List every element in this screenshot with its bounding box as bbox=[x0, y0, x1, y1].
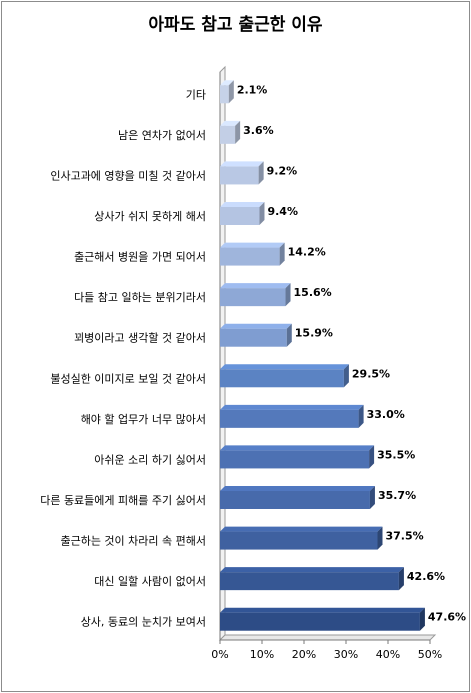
bar-top-face bbox=[220, 80, 234, 86]
bar-front-face bbox=[220, 85, 229, 104]
value-label: 9.2% bbox=[267, 164, 298, 177]
value-label: 29.5% bbox=[352, 367, 390, 380]
bar-end-face bbox=[369, 445, 375, 469]
bar-front-face bbox=[220, 328, 287, 347]
category-label: 상사, 동료의 눈치가 보여서 bbox=[81, 616, 206, 629]
bar-top-face bbox=[220, 445, 375, 451]
value-label: 14.2% bbox=[288, 246, 326, 259]
bar bbox=[220, 526, 383, 550]
bar-front-face bbox=[220, 531, 378, 550]
category-label: 남은 연차가 없어서 bbox=[118, 129, 206, 142]
bar-top-face bbox=[220, 567, 404, 573]
bar-top-face bbox=[220, 486, 375, 491]
bar-end-face bbox=[285, 283, 291, 307]
bar bbox=[220, 404, 364, 428]
chart-axes bbox=[218, 65, 437, 644]
category-label: 다들 참고 일하는 분위기라서 bbox=[74, 290, 206, 304]
bar-front-face bbox=[220, 491, 370, 509]
value-label: 3.6% bbox=[243, 124, 274, 137]
category-label: 대신 일할 사람이 없어서 bbox=[94, 574, 206, 588]
bar-end-face bbox=[343, 364, 349, 388]
bar-top-face bbox=[220, 364, 349, 370]
bar bbox=[220, 607, 425, 631]
bar bbox=[220, 486, 375, 509]
value-label: 9.4% bbox=[267, 205, 298, 218]
category-label: 상사가 쉬지 못하게 해서 bbox=[94, 209, 206, 223]
bar-group bbox=[220, 80, 425, 631]
value-label: 15.9% bbox=[295, 327, 333, 340]
bar-front-face bbox=[220, 166, 259, 185]
x-tick-label: 10% bbox=[250, 648, 274, 661]
category-label: 아쉬운 소리 하기 싫어서 bbox=[94, 452, 206, 466]
bar-end-face bbox=[369, 486, 375, 509]
value-label: 42.6% bbox=[407, 570, 445, 583]
bar-front-face bbox=[220, 247, 280, 266]
bar bbox=[220, 242, 285, 266]
value-label: 15.6% bbox=[294, 286, 332, 299]
bar-end-face bbox=[358, 404, 364, 428]
bar-end-face bbox=[259, 202, 265, 225]
category-label: 불성실한 이미지로 보일 것 같아서 bbox=[50, 371, 206, 385]
value-label: 2.1% bbox=[237, 83, 268, 96]
bar-front-face bbox=[220, 125, 236, 144]
category-label: 다른 동료들에게 피해를 주기 싫어서 bbox=[40, 493, 206, 507]
bar-front-face bbox=[220, 572, 399, 591]
bar bbox=[220, 202, 265, 225]
bar-end-face bbox=[419, 607, 425, 631]
bar-front-face bbox=[220, 207, 260, 225]
bar-top-face bbox=[220, 242, 285, 248]
value-label: 35.7% bbox=[378, 489, 416, 502]
value-label: 35.5% bbox=[377, 448, 415, 461]
bar-top-face bbox=[220, 526, 383, 532]
bar bbox=[220, 80, 234, 104]
bar-front-face bbox=[220, 288, 286, 307]
bar bbox=[220, 445, 375, 469]
value-label: 33.0% bbox=[367, 408, 405, 421]
bar bbox=[220, 161, 264, 185]
category-label: 해야 할 업무가 너무 많아서 bbox=[81, 412, 206, 426]
category-label: 인사고과에 영향을 미칠 것 같아서 bbox=[50, 169, 206, 182]
bar-end-face bbox=[258, 161, 264, 185]
bar bbox=[220, 283, 291, 307]
x-tick-label: 0% bbox=[211, 648, 228, 661]
category-label: 출근해서 병원을 가면 되어서 bbox=[74, 250, 206, 264]
category-label: 출근하는 것이 차라리 속 편해서 bbox=[60, 534, 206, 548]
bar-top-face bbox=[220, 607, 425, 613]
category-label: 꾀병이라고 생각할 것 같아서 bbox=[74, 332, 206, 345]
bar bbox=[220, 323, 292, 347]
bar bbox=[220, 567, 404, 591]
value-label: 37.5% bbox=[386, 530, 424, 543]
bar-top-face bbox=[220, 161, 264, 167]
chart-title: 아파도 참고 출근한 이유 bbox=[148, 15, 323, 35]
bar-front-face bbox=[220, 409, 359, 428]
bar-front-face bbox=[220, 612, 420, 631]
x-tick-label: 40% bbox=[376, 648, 400, 661]
bar-top-face bbox=[220, 283, 291, 289]
bar-end-face bbox=[235, 120, 241, 144]
bar-front-face bbox=[220, 369, 344, 388]
bar-top-face bbox=[220, 323, 292, 329]
category-label: 기타 bbox=[186, 88, 206, 101]
x-tick-label: 20% bbox=[292, 648, 316, 661]
value-label: 47.6% bbox=[428, 611, 466, 624]
bar-end-face bbox=[228, 80, 234, 104]
x-tick-label: 50% bbox=[418, 648, 442, 661]
bar-end-face bbox=[279, 242, 285, 266]
bar-top-face bbox=[220, 120, 241, 126]
bar-end-face bbox=[377, 526, 383, 550]
bar-end-face bbox=[286, 323, 292, 347]
bar-front-face bbox=[220, 450, 370, 469]
bar bbox=[220, 364, 349, 388]
axis-side-wall bbox=[219, 65, 226, 642]
bar bbox=[220, 120, 241, 144]
bar-top-face bbox=[220, 202, 265, 207]
label-group: 0% 10% 20% 30% 40% 50% 기타 2.1% 남은 연차가 없어서 3.6% 인사고… bbox=[40, 83, 466, 661]
bar-end-face bbox=[398, 567, 404, 591]
x-tick-label: 30% bbox=[334, 648, 358, 661]
axis-floor bbox=[218, 634, 437, 641]
bar-top-face bbox=[220, 404, 364, 410]
